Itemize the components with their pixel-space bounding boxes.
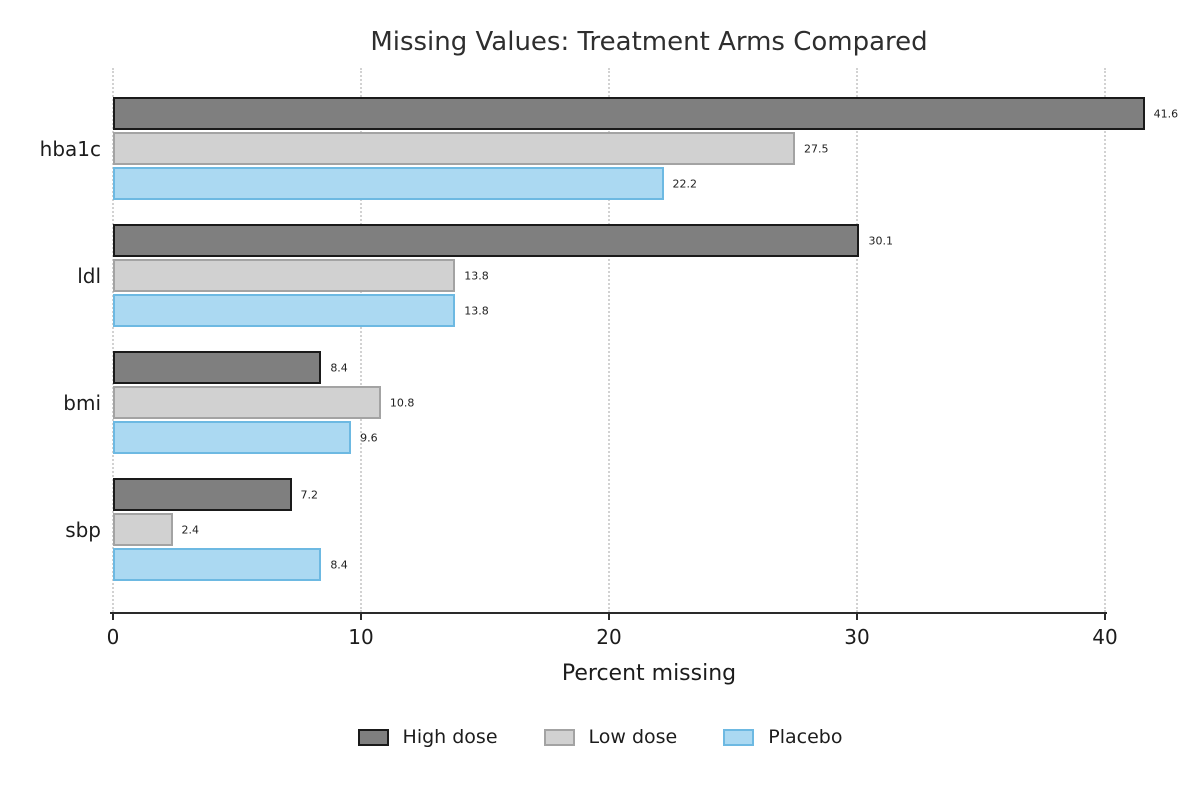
value-label-placebo-ldl: 13.8 bbox=[464, 304, 489, 317]
bar-placebo-ldl bbox=[113, 294, 456, 327]
gridline-30 bbox=[856, 68, 858, 612]
bar-low-dose-ldl bbox=[113, 259, 456, 292]
x-tick-40 bbox=[1104, 614, 1106, 620]
x-tick-label-40: 40 bbox=[1092, 625, 1118, 649]
bar-placebo-hba1c bbox=[113, 167, 664, 200]
legend-label-placebo: Placebo bbox=[768, 726, 843, 748]
gridline-20 bbox=[608, 68, 610, 612]
bar-high-dose-ldl bbox=[113, 224, 860, 257]
gridline-10 bbox=[360, 68, 362, 612]
legend-entry-placebo: Placebo bbox=[723, 726, 842, 748]
category-label-bmi: bmi bbox=[63, 390, 101, 415]
x-tick-label-10: 10 bbox=[348, 625, 374, 649]
bar-low-dose-bmi bbox=[113, 386, 381, 419]
category-label-hba1c: hba1c bbox=[39, 136, 101, 161]
legend-swatch-low-dose bbox=[543, 728, 575, 746]
x-tick-20 bbox=[608, 614, 610, 620]
bar-low-dose-sbp bbox=[113, 513, 173, 546]
bar-high-dose-bmi bbox=[113, 351, 322, 384]
value-label-placebo-bmi: 9.6 bbox=[360, 431, 378, 444]
gridline-40 bbox=[1104, 68, 1106, 612]
category-label-ldl: ldl bbox=[77, 263, 101, 288]
category-label-sbp: sbp bbox=[65, 517, 101, 542]
value-label-high-dose-ldl: 30.1 bbox=[868, 234, 893, 247]
legend-entry-low-dose: Low dose bbox=[543, 726, 678, 748]
bar-placebo-bmi bbox=[113, 421, 352, 454]
bar-low-dose-hba1c bbox=[113, 132, 795, 165]
value-label-high-dose-bmi: 8.4 bbox=[330, 361, 348, 374]
legend-swatch-placebo bbox=[723, 728, 755, 746]
value-label-low-dose-hba1c: 27.5 bbox=[804, 142, 829, 155]
value-label-placebo-sbp: 8.4 bbox=[330, 558, 348, 571]
value-label-placebo-hba1c: 22.2 bbox=[672, 177, 698, 190]
bar-placebo-sbp bbox=[113, 548, 322, 581]
chart-title: Missing Values: Treatment Arms Compared bbox=[370, 27, 928, 57]
x-tick-10 bbox=[360, 614, 362, 620]
x-axis-line bbox=[110, 612, 1107, 614]
legend-swatch-high-dose bbox=[357, 728, 389, 746]
value-label-high-dose-hba1c: 41.6 bbox=[1153, 107, 1179, 120]
legend: High dose Low dose Placebo bbox=[0, 726, 1200, 748]
x-tick-0 bbox=[112, 614, 114, 620]
x-tick-30 bbox=[856, 614, 858, 620]
legend-entry-high-dose: High dose bbox=[357, 726, 498, 748]
bar-high-dose-sbp bbox=[113, 478, 292, 511]
x-tick-label-20: 20 bbox=[596, 625, 622, 649]
value-label-low-dose-ldl: 13.8 bbox=[464, 269, 489, 282]
value-label-low-dose-bmi: 10.8 bbox=[389, 396, 415, 409]
x-axis-title: Percent missing bbox=[561, 661, 737, 686]
value-label-low-dose-sbp: 2.4 bbox=[181, 523, 200, 536]
x-tick-label-0: 0 bbox=[106, 625, 120, 649]
bar-high-dose-hba1c bbox=[113, 97, 1145, 130]
x-tick-label-30: 30 bbox=[844, 625, 870, 649]
value-label-high-dose-sbp: 7.2 bbox=[300, 488, 319, 501]
gridline-0 bbox=[112, 68, 114, 612]
legend-label-low-dose: Low dose bbox=[588, 726, 678, 748]
legend-label-high-dose: High dose bbox=[402, 726, 498, 748]
